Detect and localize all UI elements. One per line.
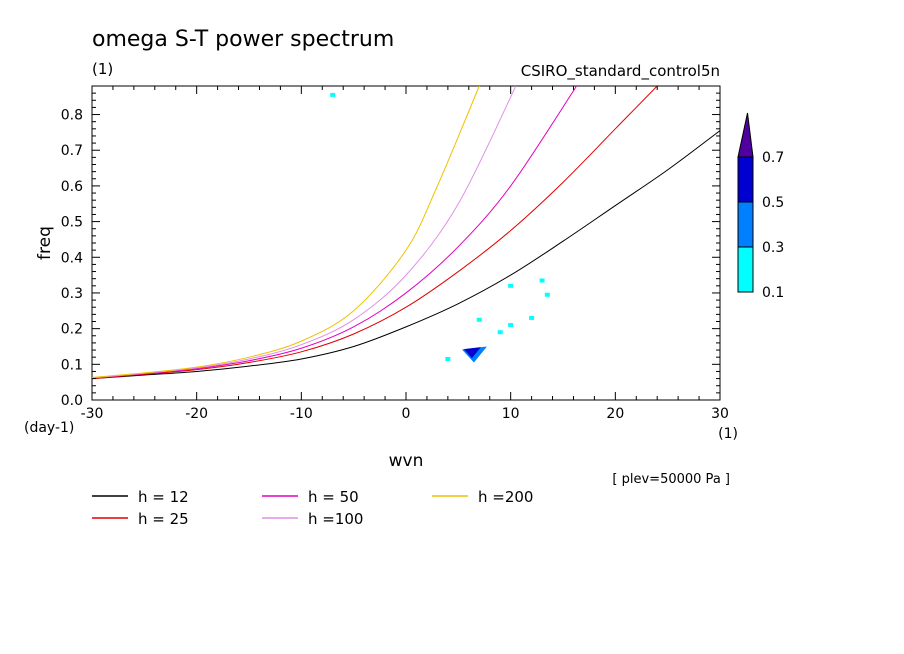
contour-patch <box>529 315 535 320</box>
colorbar-extend-arrow <box>737 112 754 158</box>
contour-patch <box>476 317 482 322</box>
contour-patches <box>330 92 550 363</box>
legend-label: h =100 <box>308 510 363 528</box>
legend-label: h =200 <box>478 488 533 506</box>
x-tick-label: 0 <box>402 406 411 422</box>
y-tick-label: 0.4 <box>61 250 83 266</box>
y-tick-label: 0.8 <box>61 108 83 124</box>
experiment-label: CSIRO_standard_control5n <box>521 62 720 81</box>
legend-label: h = 25 <box>138 510 189 528</box>
chart-title: omega S-T power spectrum <box>92 27 394 52</box>
x-tick-label: 10 <box>502 406 520 422</box>
legend: h = 12 h = 25 h = 50 h =100 h =200 <box>92 488 533 528</box>
y-tick-label: 0.3 <box>61 286 83 302</box>
y-axis-ticks: 0.0 0.1 0.2 0.3 0.4 0.5 0.6 0.7 0.8 <box>61 85 720 409</box>
x-tick-label: -10 <box>290 406 313 422</box>
plot-frame <box>91 85 721 401</box>
y-tick-label: 0.1 <box>61 357 83 373</box>
colorbar-label: 0.5 <box>762 195 784 211</box>
units-label: (1) <box>92 60 113 78</box>
series-line <box>91 85 658 380</box>
y-tick-label: 0.0 <box>61 393 83 409</box>
y-unit-label: (day-1) <box>24 420 74 436</box>
series-line <box>91 85 578 379</box>
y-axis-label: freq <box>35 226 55 260</box>
colorbar-segment <box>737 246 754 293</box>
contour-patch <box>330 92 336 97</box>
x-tick-label: -30 <box>81 406 104 422</box>
colorbar-label: 0.3 <box>762 240 784 256</box>
series-line <box>91 130 721 380</box>
y-tick-label: 0.7 <box>61 143 83 159</box>
dispersion-curves <box>91 85 721 380</box>
contour-patch <box>463 347 481 359</box>
x-unit-label: (1) <box>718 426 738 442</box>
x-axis-label: wvn <box>389 451 424 471</box>
contour-patch <box>539 278 545 283</box>
contour-patch <box>508 283 514 288</box>
y-tick-label: 0.5 <box>61 215 83 231</box>
contour-patch <box>544 292 550 297</box>
colorbar-segment <box>737 156 754 203</box>
contour-patch <box>445 356 451 361</box>
legend-label: h = 50 <box>308 488 359 506</box>
x-tick-label: -20 <box>185 406 208 422</box>
series-line <box>91 85 480 379</box>
series-line <box>91 85 517 379</box>
legend-label: h = 12 <box>138 488 189 506</box>
contour-patch <box>508 323 514 328</box>
y-tick-label: 0.6 <box>61 179 83 195</box>
plev-annotation: [ plev=50000 Pa ] <box>612 472 730 487</box>
x-tick-label: 30 <box>711 406 729 422</box>
colorbar-label: 0.7 <box>762 150 784 166</box>
x-tick-label: 20 <box>606 406 624 422</box>
colorbar-segment <box>737 201 754 248</box>
contour-patch <box>497 330 503 335</box>
y-tick-label: 0.2 <box>61 322 83 338</box>
colorbar-label: 0.1 <box>762 285 784 301</box>
colorbar: 0.1 0.3 0.5 0.7 <box>737 112 784 301</box>
